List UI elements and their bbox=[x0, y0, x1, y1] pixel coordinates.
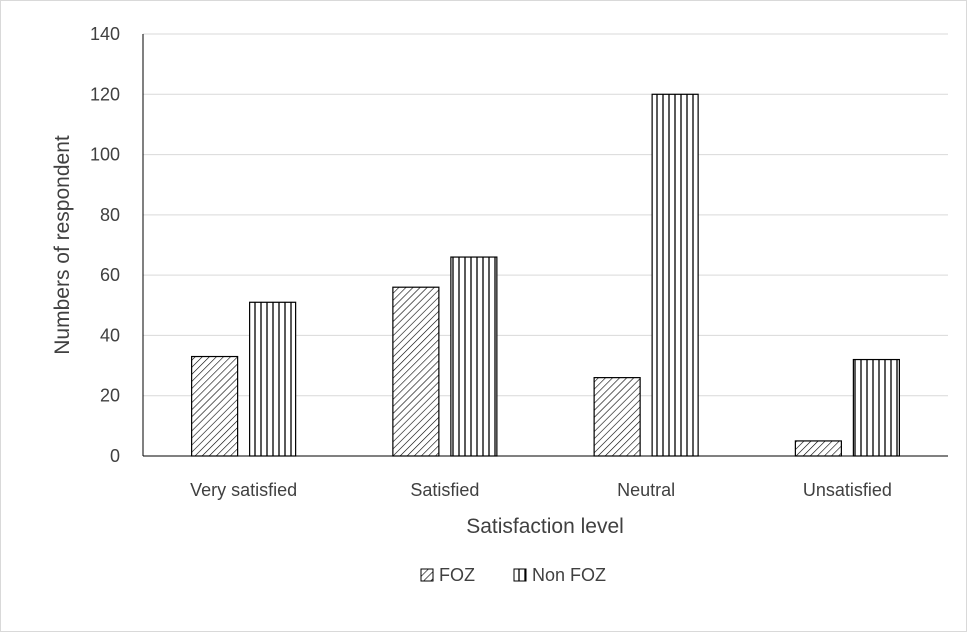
bars bbox=[191, 93, 900, 457]
y-tick-label: 60 bbox=[100, 265, 120, 285]
x-tick-label: Unsatisfied bbox=[803, 480, 892, 500]
y-tick-label: 20 bbox=[100, 386, 120, 406]
x-tick-label: Satisfied bbox=[410, 480, 479, 500]
y-axis-title: Numbers of respondent bbox=[51, 135, 74, 355]
bar-non-foz bbox=[651, 93, 699, 457]
y-tick-label: 0 bbox=[110, 446, 120, 466]
legend-swatch bbox=[513, 568, 527, 582]
bar-foz bbox=[593, 377, 641, 457]
legend-label: Non FOZ bbox=[532, 565, 606, 585]
y-tick-label: 80 bbox=[100, 205, 120, 225]
tick-labels: 0 20 40 60 80 100 120 140 Very satisfied Satisfie… bbox=[90, 24, 892, 500]
y-tick-label: 140 bbox=[90, 24, 120, 44]
x-tick-label: Very satisfied bbox=[190, 480, 297, 500]
bar-foz bbox=[191, 355, 239, 457]
legend-swatch bbox=[420, 568, 434, 582]
y-tick-label: 100 bbox=[90, 145, 120, 165]
bar-non-foz bbox=[249, 301, 297, 457]
legend: FOZ Non FOZ bbox=[420, 565, 606, 585]
x-tick-label: Neutral bbox=[617, 480, 675, 500]
legend-label: FOZ bbox=[439, 565, 475, 585]
y-tick-label: 40 bbox=[100, 325, 120, 345]
x-axis-title: Satisfaction level bbox=[466, 515, 624, 538]
bar-non-foz bbox=[852, 358, 900, 457]
bar-foz bbox=[794, 440, 842, 457]
bar-non-foz bbox=[450, 256, 498, 457]
y-tick-label: 120 bbox=[90, 84, 120, 104]
bar-foz bbox=[392, 286, 440, 457]
